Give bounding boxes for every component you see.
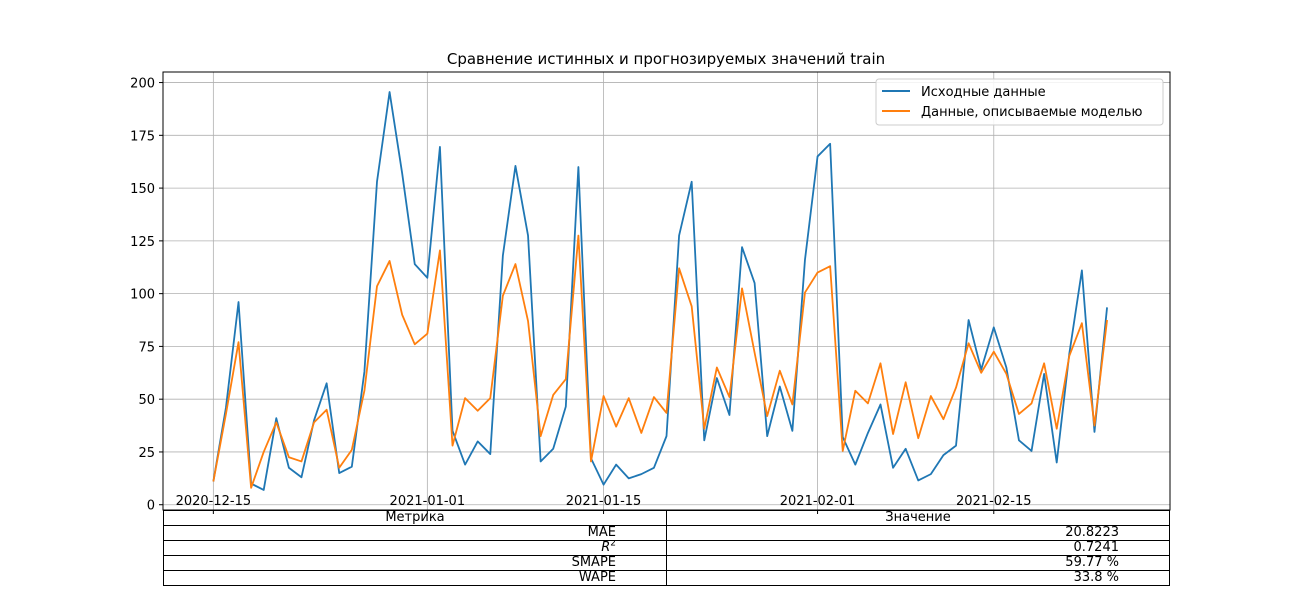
x-tick-label: 2021-01-15 [566,494,642,509]
legend-frame [875,78,1164,126]
y-tick-label: 200 [130,77,155,92]
plot-frame [162,71,1171,511]
metrics-table-header: Метрика Значение [163,510,1170,526]
x-tick-label: 2021-01-01 [390,494,466,509]
y-tick-label: 125 [130,235,155,250]
y-tick-label: 25 [138,446,155,461]
series-line-original [212,91,1108,491]
grid [163,72,1170,510]
y-tick-label: 50 [138,393,155,408]
table-row: WAPE 33.8 % [163,570,1170,586]
metric-value: 33.8 % [1073,570,1119,585]
table-row: R2 0.7241 [163,540,1170,556]
metric-value: 59.77 % [1065,555,1119,570]
series-line-model [212,234,1108,489]
legend: Исходные данные Данные, описываемые моде… [875,78,1164,126]
legend-label-model: Данные, описываемые моделью [921,105,1143,120]
header-value: Значение [666,510,1170,526]
x-tick-label: 2021-02-01 [780,494,856,509]
metric-name: SMAPE [571,555,616,570]
y-tick-label: 100 [130,288,155,303]
metric-value: 20.8223 [1065,525,1119,540]
metric-name: MAE [587,525,616,540]
chart-title: Сравнение истинных и прогнозируемых знач… [447,50,885,68]
y-tick-label: 75 [138,340,155,355]
axes: 0 25 50 75 100 125 150 175 200 2020-12-15 2021-01-… [130,71,1171,514]
y-tick-label: 175 [130,129,155,144]
x-tick-label: 2021-02-15 [956,494,1032,509]
metrics-table: Метрика Значение MAE 20.8223 R2 0.7241 S… [163,510,1170,586]
y-tick-label: 0 [147,499,155,514]
legend-label-original: Исходные данные [921,85,1046,100]
y-tick-label: 150 [130,182,155,197]
metric-name: WAPE [578,570,616,585]
table-row: MAE 20.8223 [163,525,1170,541]
x-tick-label: 2020-12-15 [176,494,252,509]
table-row: SMAPE 59.77 % [163,555,1170,571]
series-lines [212,91,1108,491]
header-metric: Метрика [163,510,667,526]
metric-name: R2 [601,540,616,555]
metric-value: 0.7241 [1073,540,1120,555]
